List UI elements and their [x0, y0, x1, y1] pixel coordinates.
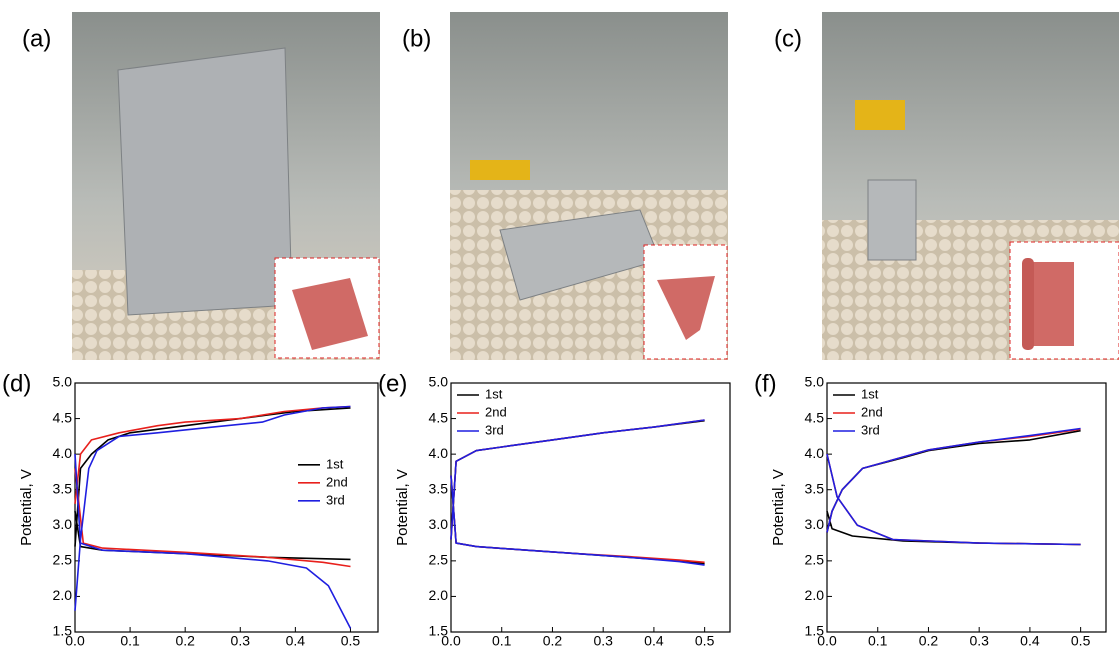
- legend-label: 2nd: [485, 404, 507, 419]
- photo: [72, 12, 380, 360]
- series-line: [74, 405, 351, 568]
- series-line: [826, 429, 1081, 546]
- plot-frame: [74, 382, 379, 633]
- legend-label: 1st: [485, 386, 503, 401]
- x-tick-label: 0.2: [175, 633, 195, 649]
- x-axis-label: Capacity, mAh/cm²: [164, 651, 290, 653]
- x-tick-label: 0.5: [1071, 633, 1091, 649]
- x-tick-label: 0.4: [644, 633, 664, 649]
- y-axis-label: Potential, V: [770, 469, 787, 546]
- y-tick-label: 3.5: [429, 480, 449, 496]
- y-tick-label: 4.5: [805, 409, 825, 425]
- x-tick-label: 0.5: [341, 633, 361, 649]
- x-tick-label: 0.3: [969, 633, 989, 649]
- y-tick-label: 4.5: [53, 409, 73, 425]
- panel-label: (d): [2, 370, 31, 397]
- y-tick-label: 3.0: [53, 516, 73, 532]
- photo: [822, 12, 1119, 360]
- legend-label: 1st: [326, 456, 344, 471]
- y-tick-label: 4.0: [805, 445, 825, 461]
- panel-label: (c): [774, 25, 802, 52]
- y-tick-label: 3.5: [53, 480, 73, 496]
- x-tick-label: 0.5: [695, 633, 715, 649]
- y-tick-label: 5.0: [805, 374, 825, 390]
- y-tick-label: 3.5: [805, 480, 825, 496]
- legend-label: 3rd: [861, 422, 880, 437]
- series-line: [826, 427, 1081, 546]
- y-tick-label: 2.0: [429, 587, 449, 603]
- x-tick-label: 0.0: [817, 633, 837, 649]
- x-tick-label: 0.3: [593, 633, 613, 649]
- y-tick-label: 5.0: [53, 374, 73, 390]
- x-tick-label: 0.4: [1020, 633, 1040, 649]
- y-tick-label: 2.5: [805, 552, 825, 568]
- y-axis-label: Potential, V: [18, 469, 35, 546]
- y-tick-label: 4.5: [429, 409, 449, 425]
- y-tick-label: 2.5: [53, 552, 73, 568]
- x-tick-label: 0.2: [543, 633, 563, 649]
- y-tick-label: 4.0: [429, 445, 449, 461]
- y-tick-label: 3.0: [805, 516, 825, 532]
- series-line: [74, 407, 351, 561]
- x-axis-label: Capacity, mAh/cm²: [528, 651, 654, 653]
- y-tick-label: 2.5: [429, 552, 449, 568]
- y-tick-label: 5.0: [429, 374, 449, 390]
- x-tick-label: 0.0: [65, 633, 85, 649]
- x-tick-label: 0.0: [441, 633, 461, 649]
- x-tick-label: 0.1: [120, 633, 140, 649]
- photo: [450, 12, 728, 360]
- plot-frame: [826, 382, 1107, 633]
- legend-label: 3rd: [485, 422, 504, 437]
- plot-frame: [450, 382, 731, 633]
- y-tick-label: 2.0: [805, 587, 825, 603]
- y-axis-label: Potential, V: [394, 469, 411, 546]
- y-tick-label: 3.0: [429, 516, 449, 532]
- x-tick-label: 0.2: [919, 633, 939, 649]
- panel-label: (f): [754, 370, 777, 397]
- panel-label: (b): [402, 25, 431, 52]
- y-tick-label: 1.5: [429, 623, 449, 639]
- y-tick-label: 1.5: [53, 623, 73, 639]
- x-tick-label: 0.1: [492, 633, 512, 649]
- x-tick-label: 0.3: [231, 633, 251, 649]
- panel-label: (a): [22, 25, 51, 52]
- series-line: [450, 419, 705, 566]
- legend-label: 2nd: [326, 474, 348, 489]
- y-tick-label: 4.0: [53, 445, 73, 461]
- legend-label: 3rd: [326, 492, 345, 507]
- x-tick-label: 0.4: [286, 633, 306, 649]
- y-tick-label: 2.0: [53, 587, 73, 603]
- series-line: [450, 419, 705, 564]
- x-tick-label: 0.1: [868, 633, 888, 649]
- legend-label: 2nd: [861, 404, 883, 419]
- series-line: [450, 419, 705, 565]
- x-axis-label: Capacity, mAh/cm²: [904, 651, 1030, 653]
- series-line: [74, 405, 352, 629]
- y-tick-label: 1.5: [805, 623, 825, 639]
- panel-label: (e): [378, 370, 407, 397]
- legend-label: 1st: [861, 386, 879, 401]
